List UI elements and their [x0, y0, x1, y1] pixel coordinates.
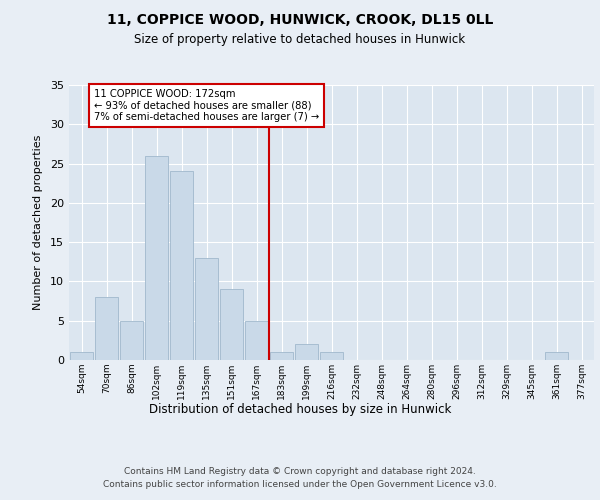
Text: Distribution of detached houses by size in Hunwick: Distribution of detached houses by size …	[149, 402, 451, 415]
Y-axis label: Number of detached properties: Number of detached properties	[33, 135, 43, 310]
Bar	[220, 290, 243, 360]
Bar	[70, 352, 93, 360]
Bar	[145, 156, 168, 360]
Bar	[170, 172, 193, 360]
Bar	[320, 352, 343, 360]
Text: 11, COPPICE WOOD, HUNWICK, CROOK, DL15 0LL: 11, COPPICE WOOD, HUNWICK, CROOK, DL15 0…	[107, 12, 493, 26]
Bar	[120, 320, 143, 360]
Bar	[195, 258, 218, 360]
Bar	[545, 352, 568, 360]
Text: Contains HM Land Registry data © Crown copyright and database right 2024.: Contains HM Land Registry data © Crown c…	[124, 468, 476, 476]
Text: 11 COPPICE WOOD: 172sqm
← 93% of detached houses are smaller (88)
7% of semi-det: 11 COPPICE WOOD: 172sqm ← 93% of detache…	[94, 89, 319, 122]
Bar	[295, 344, 318, 360]
Bar	[245, 320, 268, 360]
Bar	[95, 297, 118, 360]
Bar	[270, 352, 293, 360]
Text: Size of property relative to detached houses in Hunwick: Size of property relative to detached ho…	[134, 32, 466, 46]
Text: Contains public sector information licensed under the Open Government Licence v3: Contains public sector information licen…	[103, 480, 497, 489]
